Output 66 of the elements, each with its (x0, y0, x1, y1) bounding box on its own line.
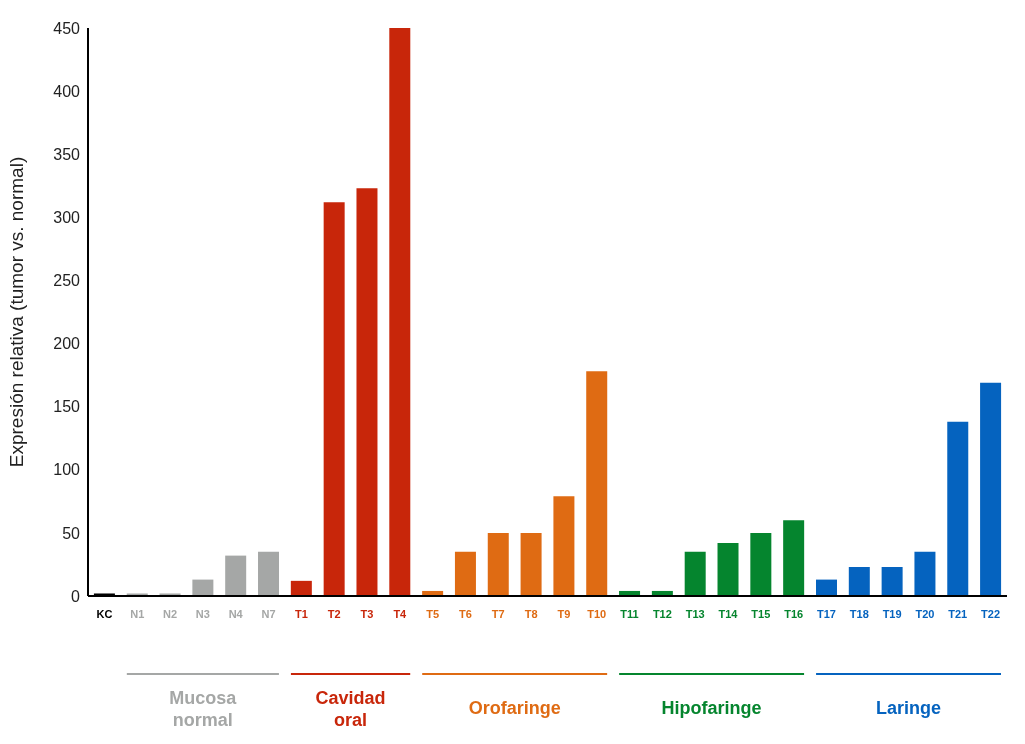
x-tick-label: T4 (393, 608, 408, 620)
bar (783, 520, 805, 596)
bar (586, 371, 608, 596)
bar (192, 579, 214, 596)
y-tick-label: 400 (53, 82, 81, 100)
bar (323, 202, 345, 596)
x-tick-label: N7 (261, 608, 276, 620)
x-tick-label: T18 (849, 608, 869, 620)
bar (487, 532, 509, 596)
y-tick-label: 300 (53, 209, 81, 227)
y-tick-label: 100 (53, 461, 81, 479)
x-tick-label: T8 (524, 608, 538, 620)
y-tick-label: 350 (53, 145, 81, 163)
x-tick-label: T15 (751, 608, 771, 620)
x-tick-label: T3 (360, 608, 374, 620)
y-tick-label: 150 (53, 398, 81, 416)
x-tick-label: T13 (685, 608, 705, 620)
x-tick-label: T22 (981, 608, 1001, 620)
bar (290, 580, 312, 596)
bar (881, 566, 903, 596)
text: Orofaringe (468, 698, 561, 718)
bar (980, 382, 1002, 596)
bar (750, 532, 772, 596)
y-tick-label: 200 (53, 335, 81, 353)
x-tick-label: KC (96, 608, 113, 620)
x-tick-label: T16 (784, 608, 804, 620)
x-tick-label: N3 (195, 608, 210, 620)
bar (454, 551, 476, 596)
y-tick-label: 250 (53, 272, 81, 290)
x-tick-label: T5 (426, 608, 440, 620)
y-tick-label: 50 (62, 524, 81, 542)
x-tick-label: T21 (948, 608, 968, 620)
x-tick-label: N4 (228, 608, 244, 620)
y-tick-label: 450 (53, 19, 81, 37)
text: Mucosa normal (169, 688, 238, 730)
x-tick-label: T9 (557, 608, 571, 620)
y-tick-label: 0 (71, 587, 81, 605)
x-tick-label: T7 (491, 608, 505, 620)
bar (947, 421, 969, 596)
x-tick-label: T17 (817, 608, 836, 620)
bar (356, 188, 378, 596)
bar (520, 532, 542, 596)
x-tick-label: T12 (652, 608, 672, 620)
bar (848, 566, 870, 596)
bar (225, 555, 247, 596)
x-tick-label: N1 (130, 608, 145, 620)
bar (553, 496, 575, 596)
bar (815, 579, 837, 596)
x-tick-label: T2 (327, 608, 341, 620)
x-tick-label: T1 (294, 608, 308, 620)
bar (717, 542, 739, 596)
x-tick-label: T10 (587, 608, 607, 620)
bar (389, 28, 411, 596)
x-tick-label: N2 (163, 608, 178, 620)
x-tick-label: T11 (620, 608, 639, 620)
text: Laringe (876, 698, 942, 718)
y-axis-title: Expresión relativa (tumor vs. normal) (5, 156, 27, 468)
x-tick-label: T6 (459, 608, 472, 620)
bar (684, 551, 706, 596)
text: Cavidad oral (315, 688, 386, 730)
x-tick-label: T19 (882, 608, 902, 620)
text: Hipofaringe (661, 698, 762, 718)
x-tick-label: T14 (718, 608, 739, 620)
bar (914, 551, 936, 596)
bar (258, 551, 280, 596)
x-tick-label: T20 (915, 608, 935, 620)
